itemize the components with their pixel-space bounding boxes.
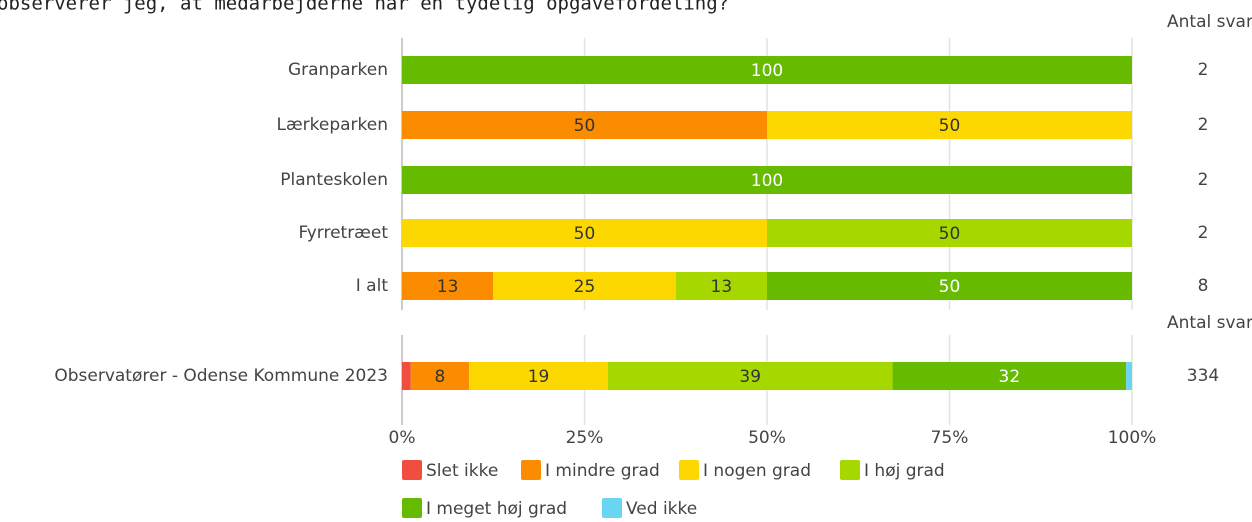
legend-label: Slet ikke <box>426 461 498 481</box>
bar-segment <box>675 272 767 300</box>
data-label: 25 <box>574 277 596 297</box>
category-label: I alt <box>356 276 389 296</box>
bar-segment <box>469 362 608 390</box>
bar-segment <box>402 166 1132 194</box>
bar-segment <box>493 272 676 300</box>
data-label: 8 <box>435 367 446 387</box>
x-tick-label: 0% <box>389 428 416 448</box>
x-tick-label: 50% <box>748 428 786 448</box>
data-label: 50 <box>574 224 596 244</box>
bar-segment <box>607 362 893 390</box>
answer-count: 2 <box>1198 170 1209 190</box>
category-label: Planteskolen <box>280 170 388 190</box>
data-label: 39 <box>739 367 761 387</box>
legend-swatch <box>402 498 422 518</box>
data-label: 50 <box>939 277 961 297</box>
category-label: Lærkeparken <box>276 115 388 135</box>
legend-swatch <box>840 460 860 480</box>
x-tick-label: 75% <box>931 428 969 448</box>
chart-title: observerer jeg, at medarbejderne har en … <box>0 0 729 15</box>
bar-segment <box>402 272 494 300</box>
bar-segment <box>767 219 1132 247</box>
bar-segment <box>767 111 1132 139</box>
data-label: 13 <box>711 277 733 297</box>
legend-swatch <box>602 498 622 518</box>
bar-segment <box>1126 362 1132 390</box>
count-header: Antal svar <box>1167 313 1252 333</box>
count-header: Antal svar <box>1167 12 1252 32</box>
data-label: 50 <box>939 224 961 244</box>
category-label: Granparken <box>288 60 388 80</box>
answer-count: 334 <box>1187 366 1219 386</box>
data-label: 100 <box>751 61 783 81</box>
bar-segment <box>402 111 767 139</box>
data-label: 50 <box>939 116 961 136</box>
legend-swatch <box>402 460 422 480</box>
x-tick-label: 100% <box>1108 428 1157 448</box>
data-label: 19 <box>528 367 550 387</box>
bar-segment <box>410 362 470 390</box>
legend-label: I meget høj grad <box>426 499 567 519</box>
bar-segment <box>402 219 767 247</box>
answer-count: 2 <box>1198 60 1209 80</box>
category-label: Observatører - Odense Kommune 2023 <box>54 366 388 386</box>
answer-count: 2 <box>1198 223 1209 243</box>
legend-label: Ved ikke <box>626 499 697 519</box>
x-tick-label: 25% <box>566 428 604 448</box>
data-label: 32 <box>999 367 1021 387</box>
category-label: Fyrretræet <box>298 223 388 243</box>
legend-swatch <box>521 460 541 480</box>
bar-segment <box>402 362 411 390</box>
bar-segment <box>402 56 1132 84</box>
legend-swatch <box>679 460 699 480</box>
answer-count: 2 <box>1198 115 1209 135</box>
data-label: 50 <box>574 116 596 136</box>
data-label: 100 <box>751 171 783 191</box>
bar-segment <box>892 362 1127 390</box>
answer-count: 8 <box>1198 276 1209 296</box>
legend-label: I høj grad <box>864 461 945 481</box>
data-label: 13 <box>437 277 459 297</box>
bar-segment <box>767 272 1132 300</box>
legend-label: I nogen grad <box>703 461 811 481</box>
legend-label: I mindre grad <box>545 461 660 481</box>
